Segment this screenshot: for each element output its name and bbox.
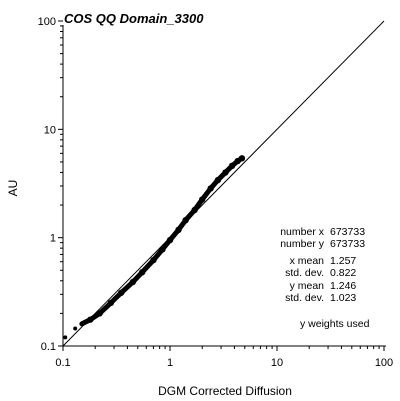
reference-line <box>62 20 385 347</box>
data-point <box>63 335 68 340</box>
y-tick-label: 1 <box>50 233 56 245</box>
y-ticks: 0.1 1 10 100 <box>38 16 63 353</box>
stat-x-mean-label: x mean <box>290 255 325 267</box>
data-points <box>63 155 246 340</box>
x-tick-label: 10 <box>271 357 283 369</box>
chart-title: COS QQ Domain_3300 <box>64 11 204 26</box>
stat-weights-note: y weights used <box>300 318 370 330</box>
x-tick-label: 0.1 <box>55 357 70 369</box>
data-band-segment <box>118 279 136 296</box>
x-ticks: 0.1 1 10 100 <box>55 346 393 369</box>
stat-y-std-label: std. dev. <box>285 292 324 304</box>
data-point <box>73 326 78 331</box>
y-tick-label: 10 <box>44 124 56 136</box>
x-tick-label: 1 <box>167 357 173 369</box>
stats-box: number x 673733 number y 673733 x mean 1… <box>280 226 369 330</box>
y-tick-label: 100 <box>38 16 56 28</box>
y-axis-label: AU <box>6 180 20 197</box>
stat-x-std-label: std. dev. <box>285 267 324 279</box>
data-band-segment <box>139 257 156 275</box>
stat-x-std-value: 0.822 <box>330 267 356 279</box>
x-axis-label: DGM Corrected Diffusion <box>158 384 292 398</box>
stat-y-mean-value: 1.246 <box>330 280 356 292</box>
stat-x-mean-value: 1.257 <box>330 255 356 267</box>
stat-number-x-label: number x <box>280 226 325 238</box>
x-tick-label: 100 <box>375 357 393 369</box>
stat-y-std-value: 1.023 <box>330 292 356 304</box>
stat-number-y-label: number y <box>280 238 325 250</box>
stat-number-x-value: 673733 <box>330 226 365 238</box>
y-tick-label: 0.1 <box>41 341 56 353</box>
data-band-segment <box>97 300 114 316</box>
data-band-segment <box>235 155 245 164</box>
stat-number-y-value: 673733 <box>330 238 365 250</box>
stat-y-mean-label: y mean <box>290 280 325 292</box>
